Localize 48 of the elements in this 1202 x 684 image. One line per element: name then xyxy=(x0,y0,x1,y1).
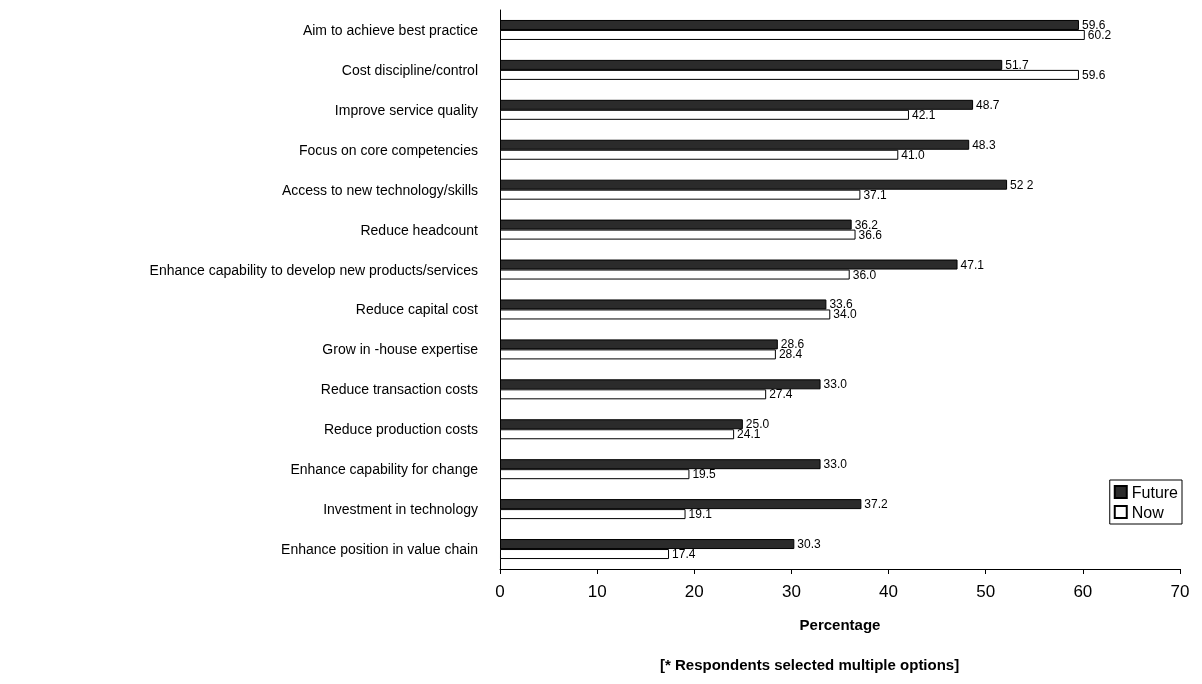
x-tick-label: 10 xyxy=(587,582,607,601)
data-label: 17.4 xyxy=(672,547,696,562)
y-tick-label: Reduce transaction costs xyxy=(320,381,478,398)
data-label: 24.1 xyxy=(737,427,761,442)
data-label: 48.3 xyxy=(972,137,996,152)
x-tick-label: 30 xyxy=(781,582,801,601)
legend-label: Future xyxy=(1131,483,1179,501)
x-tick-label: 20 xyxy=(684,582,704,601)
data-label: 51.7 xyxy=(1005,57,1029,72)
data-label: 28.4 xyxy=(778,347,803,362)
text: [* Respondents selected multiple options] xyxy=(660,656,960,673)
data-label: 33.0 xyxy=(823,457,848,472)
y-tick-label: Enhance capability to develop new products/services xyxy=(149,261,478,278)
data-label: 59.6 xyxy=(1081,17,1106,32)
y-tick-label: Investment in technology xyxy=(323,501,478,518)
y-tick-label: Improve service quality xyxy=(334,101,478,118)
data-label: 30.3 xyxy=(797,537,822,552)
data-label: 36.0 xyxy=(852,267,877,282)
data-label: 48.7 xyxy=(976,97,1000,112)
data-label: 59.6 xyxy=(1081,67,1106,82)
data-label: 37.1 xyxy=(863,187,888,202)
data-label: 19.1 xyxy=(688,507,713,522)
x-tick-label: 50 xyxy=(976,582,996,601)
data-label: 19.5 xyxy=(692,467,717,482)
y-tick-label: Cost discipline/control xyxy=(341,61,478,78)
data-label: 27.4 xyxy=(769,387,793,402)
x-tick-label: 0 xyxy=(495,582,505,601)
y-tick-label: Reduce headcount xyxy=(360,221,479,238)
y-tick-label: Enhance position in value chain xyxy=(281,541,478,558)
x-tick-label: 60 xyxy=(1073,582,1093,601)
x-tick-label: 70 xyxy=(1170,582,1190,601)
data-label: 34.0 xyxy=(833,307,857,322)
x-tick-label: 40 xyxy=(879,582,899,601)
y-tick-label: Access to new technology/skills xyxy=(281,181,478,198)
y-tick-label: Aim to achieve best practice xyxy=(302,21,479,38)
data-label: 41.0 xyxy=(901,147,925,162)
y-tick-label: Reduce capital cost xyxy=(355,301,479,318)
data-label: 33.0 xyxy=(823,377,848,392)
data-label: 42.1 xyxy=(911,107,936,122)
data-label: 47.1 xyxy=(960,257,985,272)
y-tick-label: Grow in -house expertise xyxy=(322,341,479,358)
legend-label: Now xyxy=(1131,503,1165,521)
data-label: 37.2 xyxy=(864,497,889,512)
data-label: 52 2 xyxy=(1010,177,1034,192)
y-tick-label: Reduce production costs xyxy=(323,421,478,438)
x-axis-title: Percentage xyxy=(799,616,881,633)
y-tick-label: Enhance capability for change xyxy=(290,461,479,478)
y-tick-label: Focus on core competencies xyxy=(299,141,478,158)
